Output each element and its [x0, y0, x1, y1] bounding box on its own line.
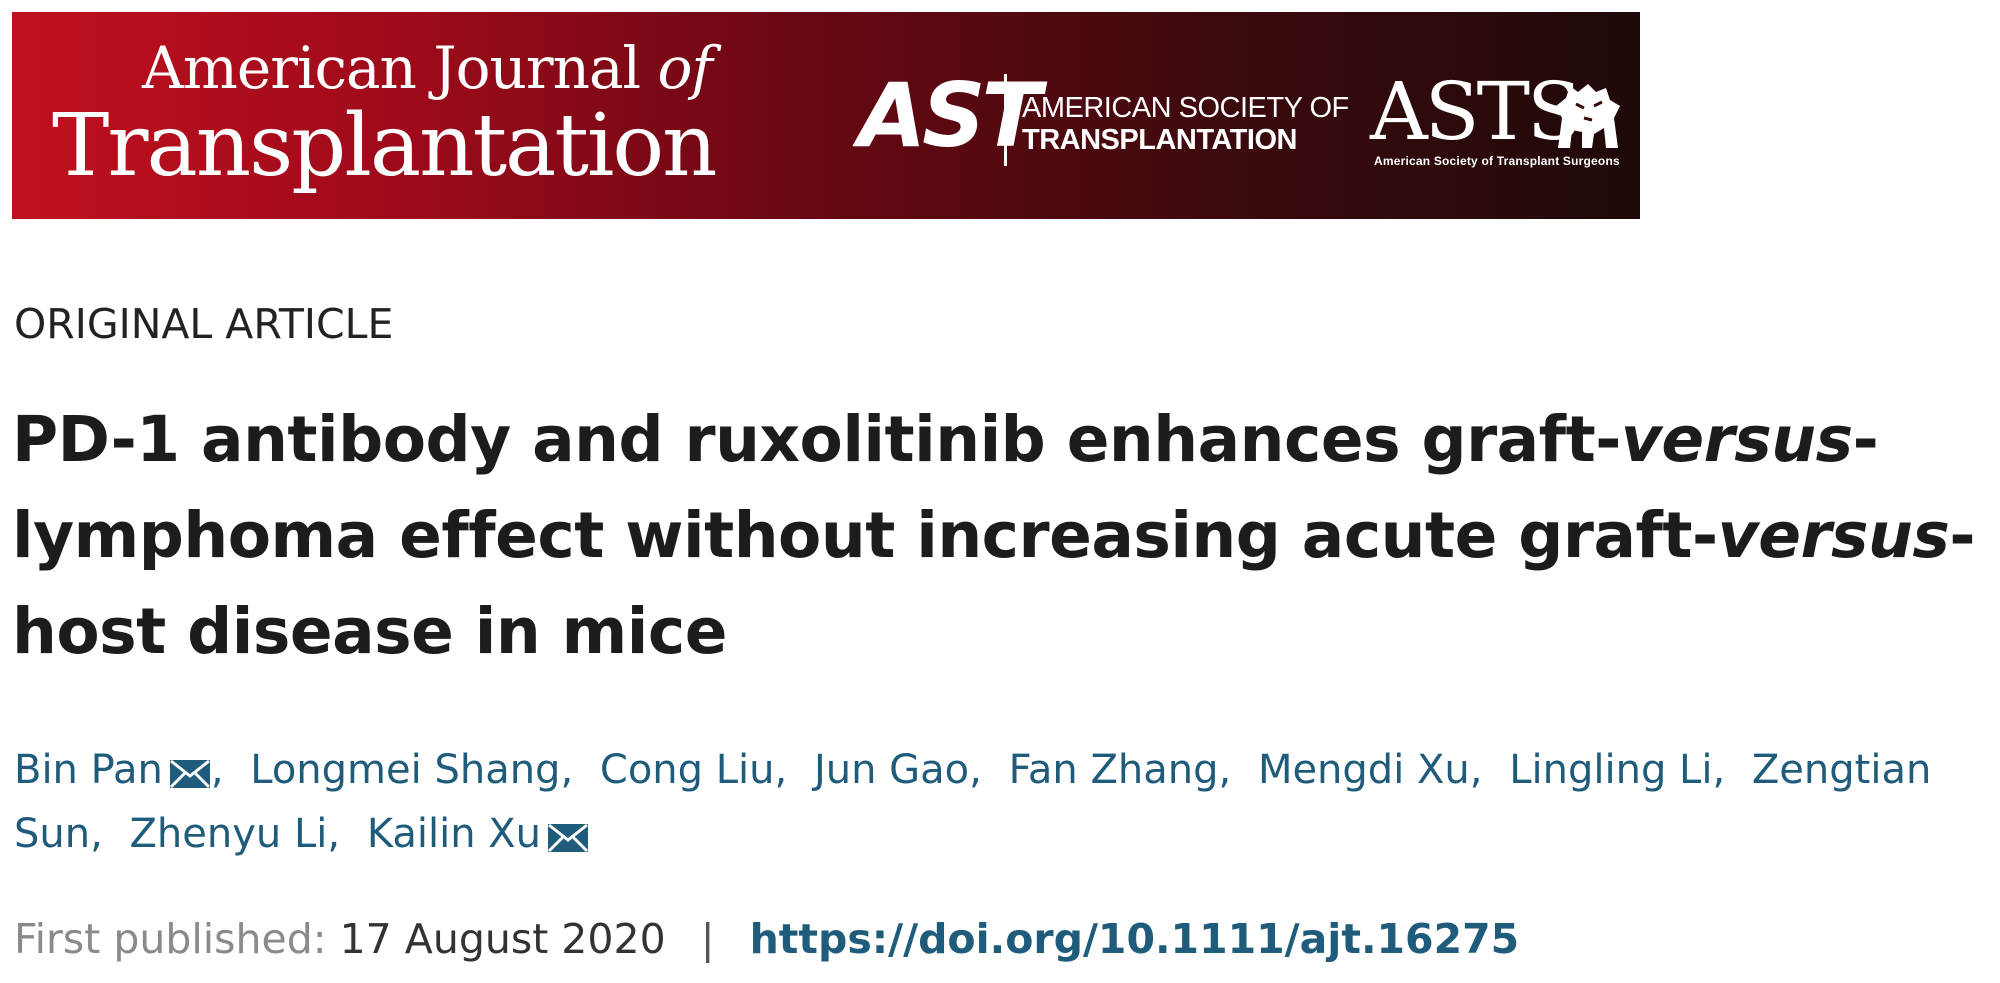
author-separator: ,: [1469, 747, 1483, 793]
author-separator: ,: [1712, 747, 1726, 793]
journal-banner[interactable]: American Journal of Transplantation AST …: [12, 12, 1640, 219]
title-italic: versus: [1717, 499, 1950, 572]
envelope-icon[interactable]: [547, 823, 589, 853]
author-line-1: Bin Pan, Longmei Shang, Cong Liu, Jun Ga…: [14, 738, 1994, 802]
author-separator: ,: [560, 747, 574, 793]
title-text: -: [1852, 403, 1879, 476]
author-link[interactable]: Lingling Li: [1509, 747, 1713, 793]
author-separator: ,: [327, 811, 341, 857]
title-text: PD-1 antibody and ruxolitinib enhances g…: [12, 403, 1621, 476]
title-text: -: [1949, 499, 1976, 572]
publication-separator: |: [700, 915, 715, 963]
author-separator: ,: [210, 747, 224, 793]
author-link[interactable]: Jun Gao: [813, 747, 970, 793]
author-link[interactable]: Sun: [14, 811, 91, 857]
author-line-2: Sun, Zhenyu Li, Kailin Xu: [14, 802, 1994, 866]
author-link[interactable]: Longmei Shang: [250, 747, 561, 793]
journal-title-of: of: [657, 34, 713, 102]
author-link[interactable]: Zengtian: [1751, 747, 1932, 793]
author-link[interactable]: Bin Pan: [14, 747, 163, 793]
ast-name-line1: AMERICAN SOCIETY OF: [1022, 92, 1349, 124]
article-title: PD-1 antibody and ruxolitinib enhances g…: [12, 392, 1976, 680]
author-link[interactable]: Mengdi Xu: [1257, 747, 1470, 793]
journal-title-line1: American Journal of: [142, 34, 713, 102]
title-line-3: host disease in mice: [12, 595, 727, 668]
title-line-2: lymphoma effect without increasing acute…: [12, 488, 1976, 584]
asts-logo: ASTS: [1370, 65, 1582, 158]
lion-icon: [1556, 84, 1620, 148]
ast-name-line2: TRANSPLANTATION: [1022, 124, 1297, 156]
author-separator: ,: [1218, 747, 1232, 793]
title-italic: versus: [1620, 403, 1853, 476]
author-link[interactable]: Cong Liu: [599, 747, 775, 793]
publication-info: First published: 17 August 2020 | https:…: [14, 915, 1519, 963]
title-text: lymphoma effect without increasing acute…: [12, 499, 1718, 572]
first-published-date: 17 August 2020: [339, 915, 666, 963]
ast-society-name: AMERICAN SOCIETY OF TRANSPLANTATION: [1022, 92, 1349, 156]
author-list: Bin Pan, Longmei Shang, Cong Liu, Jun Ga…: [14, 738, 1994, 866]
title-line-1: PD-1 antibody and ruxolitinib enhances g…: [12, 392, 1962, 488]
journal-title-line2: Transplantation: [52, 96, 718, 196]
ast-logo: AST: [858, 64, 1042, 167]
ast-logo-divider: [1004, 74, 1007, 166]
author-link[interactable]: Fan Zhang: [1008, 747, 1219, 793]
journal-title-text: American Journal: [142, 34, 641, 102]
first-published-label: First published:: [14, 915, 327, 963]
author-separator: ,: [774, 747, 788, 793]
asts-subtitle: American Society of Transplant Surgeons: [1374, 154, 1620, 168]
article-type-label: ORIGINAL ARTICLE: [14, 300, 394, 348]
author-separator: ,: [969, 747, 982, 793]
author-separator: ,: [90, 811, 103, 857]
author-link[interactable]: Zhenyu Li: [129, 811, 328, 857]
author-link[interactable]: Kailin Xu: [366, 811, 542, 857]
envelope-icon[interactable]: [169, 759, 211, 789]
doi-link[interactable]: https://doi.org/10.1111/ajt.16275: [749, 915, 1520, 963]
